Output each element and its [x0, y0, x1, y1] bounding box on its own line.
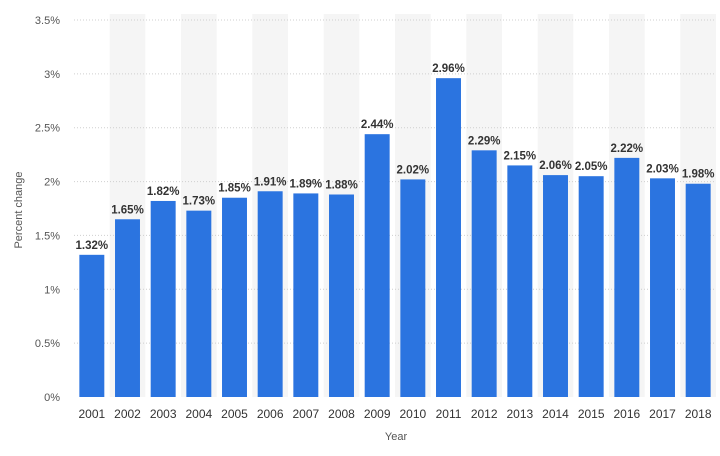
bar-2017[interactable] [650, 178, 675, 397]
y-tick-label: 1% [44, 284, 60, 296]
y-tick-label: 0% [44, 392, 60, 404]
data-label-2013: 2.15% [504, 150, 537, 162]
x-tick-label-2006: 2006 [257, 407, 284, 421]
data-label-2014: 2.06% [539, 160, 572, 172]
bars [79, 78, 711, 398]
x-tick-label-2003: 2003 [150, 407, 177, 421]
data-label-2007: 1.89% [290, 178, 323, 190]
bar-2009[interactable] [364, 134, 390, 398]
data-label-2001: 1.32% [76, 240, 109, 252]
x-tick-label-2005: 2005 [221, 407, 248, 421]
x-tick-label-2014: 2014 [542, 407, 569, 421]
bar-2006[interactable] [257, 191, 283, 397]
data-labels: 1.32% 1.65%1.82%1.73%1.85%1.91% 1.89% 1.88%… [76, 63, 715, 252]
bar-2008[interactable] [329, 194, 354, 397]
data-label-2005: 1.85% [218, 183, 251, 195]
x-axis-ticks: 2001 2002 2003 2004 2005 2006 2007 2008 2009 2010… [78, 407, 711, 421]
x-tick-label-2004: 2004 [185, 407, 212, 421]
x-tick-label-2009: 2009 [364, 407, 391, 421]
y-tick-label: 0.5% [35, 338, 60, 350]
y-tick-label: 3% [44, 69, 60, 81]
x-tick-label-2015: 2015 [578, 407, 605, 421]
bar-2013[interactable] [507, 165, 533, 397]
data-label-2002: 1.65% [111, 204, 144, 216]
x-tick-label-2017: 2017 [649, 407, 676, 421]
y-tick-label: 3.5% [35, 15, 60, 27]
x-tick-label-2016: 2016 [613, 407, 640, 421]
y-tick-label: 2.5% [35, 123, 60, 135]
data-label-2010: 2.02% [397, 164, 430, 176]
bar-2018[interactable] [685, 183, 711, 397]
y-axis-ticks: 0% 0.5% 1% 1.5% 2% 2.5% 3% 3.5% [35, 15, 60, 404]
y-tick-label: 1.5% [35, 230, 60, 242]
data-label-2012: 2.29% [468, 135, 501, 147]
x-tick-label-2010: 2010 [399, 407, 426, 421]
data-label-2016: 2.22% [611, 143, 644, 155]
x-tick-label-2002: 2002 [114, 407, 141, 421]
bar-2016[interactable] [614, 157, 640, 397]
bar-2010[interactable] [400, 179, 426, 397]
bar-2014[interactable] [543, 175, 568, 397]
data-label-2004: 1.73% [183, 196, 216, 208]
bar-2015[interactable] [578, 176, 604, 397]
bar-2007[interactable] [293, 193, 319, 397]
data-label-2003: 1.82% [147, 186, 180, 198]
x-tick-label-2018: 2018 [685, 407, 712, 421]
data-label-2011: 2.96% [432, 63, 465, 75]
x-tick-label-2012: 2012 [471, 407, 498, 421]
y-axis-title: Percent change [13, 171, 25, 248]
gridlines [74, 19, 716, 344]
x-tick-label-2001: 2001 [78, 407, 105, 421]
data-label-2015: 2.05% [575, 161, 608, 173]
x-tick-label-2007: 2007 [292, 407, 319, 421]
x-axis-title: Year [385, 431, 408, 443]
x-tick-label-2008: 2008 [328, 407, 355, 421]
x-tick-label-2011: 2011 [436, 407, 462, 421]
bar-2003[interactable] [150, 200, 176, 397]
bar-2004[interactable] [186, 210, 212, 397]
y-tick-label: 2% [44, 177, 60, 189]
data-label-2018: 1.98% [682, 169, 715, 181]
data-label-2008: 1.88% [325, 179, 358, 191]
bar-2001[interactable] [79, 254, 105, 397]
bar-2002[interactable] [115, 219, 140, 397]
bar-2011[interactable] [436, 78, 461, 397]
bar-2012[interactable] [471, 150, 497, 397]
data-label-2006: 1.91% [254, 176, 287, 188]
x-tick-label-2013: 2013 [506, 407, 533, 421]
data-label-2017: 2.03% [646, 163, 679, 175]
data-label-2009: 2.44% [361, 119, 394, 131]
bar-2005[interactable] [222, 197, 247, 397]
